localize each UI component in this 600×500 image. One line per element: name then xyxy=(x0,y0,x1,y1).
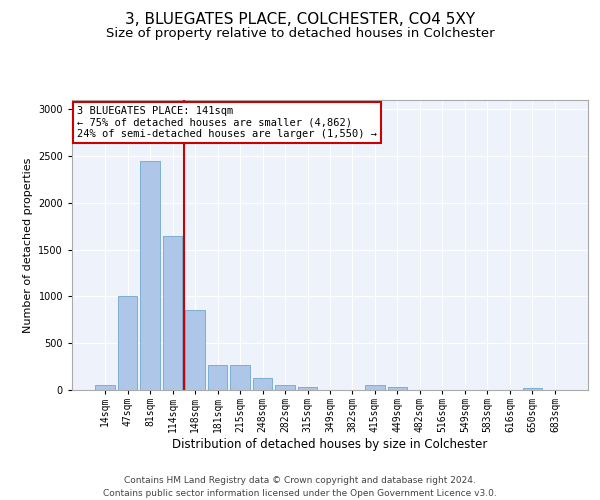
Bar xyxy=(230,364,250,390)
Bar xyxy=(118,296,137,390)
Bar xyxy=(208,364,227,390)
Text: Size of property relative to detached houses in Colchester: Size of property relative to detached ho… xyxy=(106,28,494,40)
Bar xyxy=(95,386,115,390)
Text: Contains HM Land Registry data © Crown copyright and database right 2024.
Contai: Contains HM Land Registry data © Crown c… xyxy=(103,476,497,498)
Text: 3, BLUEGATES PLACE, COLCHESTER, CO4 5XY: 3, BLUEGATES PLACE, COLCHESTER, CO4 5XY xyxy=(125,12,475,28)
Bar xyxy=(298,387,317,390)
Bar xyxy=(388,387,407,390)
Bar xyxy=(365,386,385,390)
X-axis label: Distribution of detached houses by size in Colchester: Distribution of detached houses by size … xyxy=(172,438,488,451)
Bar xyxy=(140,161,160,390)
Bar xyxy=(185,310,205,390)
Text: 3 BLUEGATES PLACE: 141sqm
← 75% of detached houses are smaller (4,862)
24% of se: 3 BLUEGATES PLACE: 141sqm ← 75% of detac… xyxy=(77,106,377,139)
Bar xyxy=(253,378,272,390)
Bar xyxy=(523,388,542,390)
Bar xyxy=(163,236,182,390)
Y-axis label: Number of detached properties: Number of detached properties xyxy=(23,158,32,332)
Bar xyxy=(275,386,295,390)
